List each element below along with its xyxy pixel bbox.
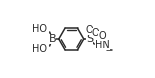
Text: B: B — [49, 34, 56, 44]
Text: O: O — [92, 28, 100, 38]
Text: O: O — [86, 25, 93, 35]
Text: HO: HO — [32, 44, 47, 54]
Text: HO: HO — [32, 24, 47, 34]
Text: O: O — [98, 31, 106, 41]
Text: S: S — [86, 34, 93, 44]
Text: HN: HN — [95, 40, 110, 50]
